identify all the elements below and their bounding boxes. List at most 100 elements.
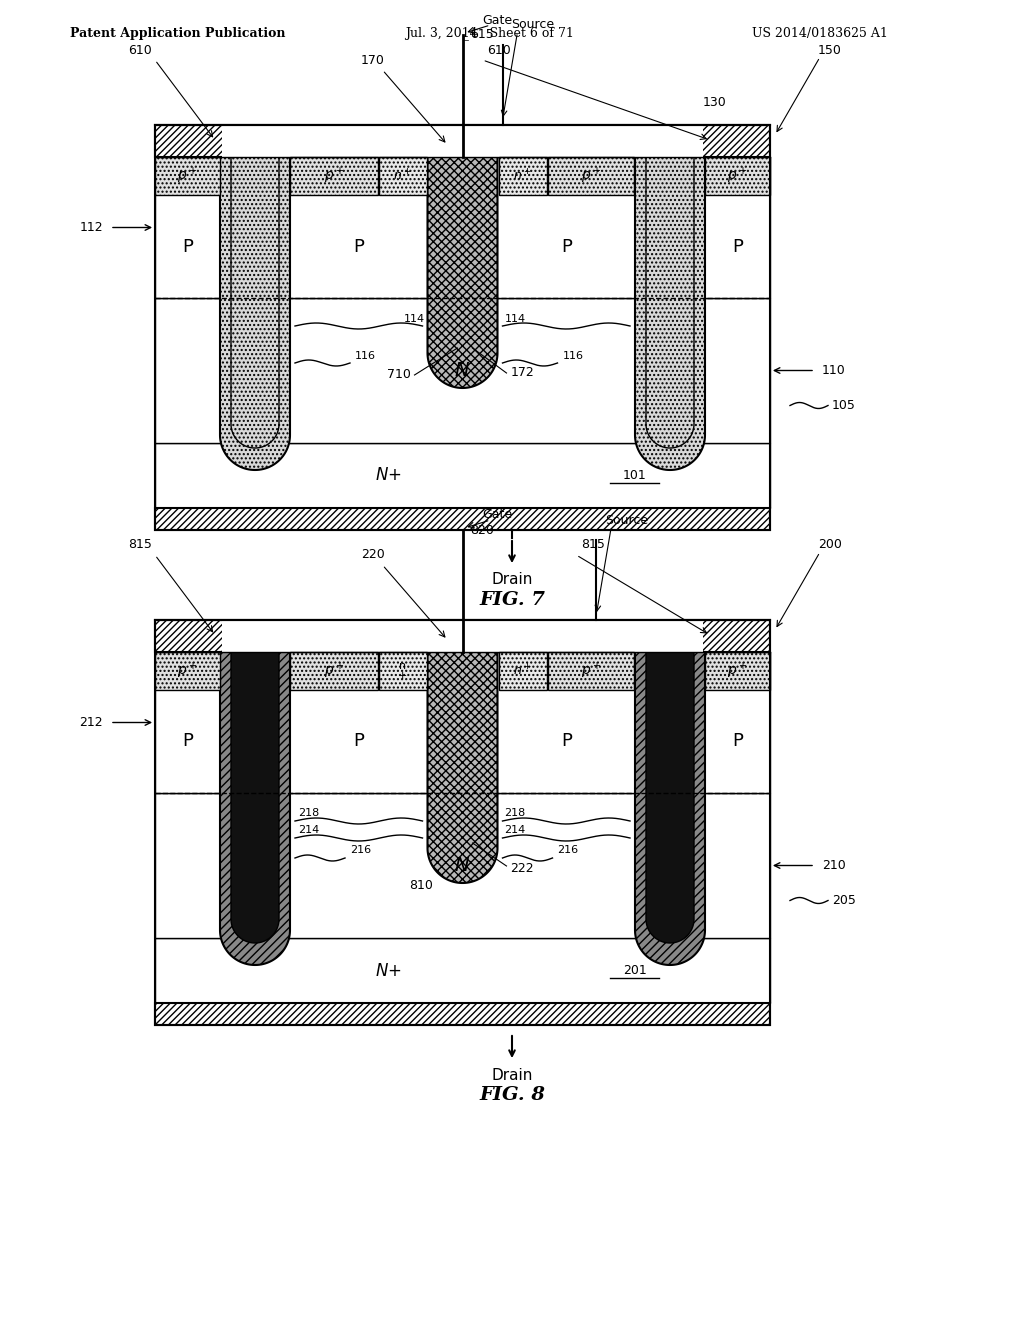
Polygon shape [220,157,290,470]
Text: Patent Application Publication: Patent Application Publication [71,26,286,40]
Text: 810: 810 [409,879,432,892]
Text: 610: 610 [128,44,152,57]
Text: $N$: $N$ [455,855,471,875]
Text: FIG. 7: FIG. 7 [479,591,545,609]
Bar [548,157,634,195]
Bar [499,157,547,195]
Text: Gate: Gate [482,508,513,521]
Polygon shape [231,157,279,447]
Bar [379,652,427,690]
Bar [705,652,770,690]
Bar [155,298,770,444]
Text: 110: 110 [822,364,846,378]
Text: 214: 214 [298,825,319,836]
Bar [155,125,770,157]
Text: 210: 210 [822,859,846,873]
Text: 218: 218 [505,808,525,818]
Bar [290,652,378,690]
Text: 214: 214 [505,825,525,836]
Bar [155,444,770,508]
Text: 222: 222 [511,862,535,874]
Text: 114: 114 [505,314,525,323]
Bar [155,620,770,1026]
Text: P: P [732,733,743,751]
Bar [155,652,220,690]
Text: P: P [182,733,193,751]
Text: FIG. 8: FIG. 8 [479,1086,545,1104]
Bar [155,620,770,652]
Text: 212: 212 [80,715,103,729]
Text: $p^+$: $p^+$ [727,166,748,186]
Text: $N$: $N$ [455,360,471,380]
Text: 201: 201 [623,964,646,977]
Text: 615: 615 [470,29,495,41]
Polygon shape [646,157,694,447]
Bar [222,620,703,652]
Bar [222,125,703,157]
Polygon shape [427,157,498,388]
Text: 815: 815 [128,539,152,552]
Bar [155,652,770,793]
Text: Source: Source [511,18,554,32]
Text: $p^+$: $p^+$ [177,661,198,681]
Text: Source: Source [605,513,648,527]
Text: n
+: n + [397,661,408,681]
Text: P: P [732,238,743,256]
Text: 101: 101 [623,469,646,482]
Text: 172: 172 [511,367,535,380]
Bar [705,157,770,195]
Text: P: P [353,238,365,256]
Text: $n^+$: $n^+$ [513,169,531,183]
Text: 815: 815 [582,539,605,552]
Bar [155,1003,770,1026]
Text: 216: 216 [557,845,579,855]
Polygon shape [427,652,498,883]
Polygon shape [635,652,705,965]
Text: $N$+: $N$+ [376,466,402,484]
Text: 216: 216 [350,845,371,855]
Text: 218: 218 [298,808,319,818]
Text: $p^+$: $p^+$ [177,166,198,186]
Text: 116: 116 [562,351,584,360]
Text: $N$+: $N$+ [376,961,402,979]
Bar [155,508,770,531]
Polygon shape [231,652,279,942]
Polygon shape [220,652,290,965]
Text: Drain: Drain [492,573,532,587]
Text: Drain: Drain [492,1068,532,1082]
Bar [155,157,770,298]
Text: 820: 820 [470,524,495,536]
Text: P: P [561,238,571,256]
Bar [379,157,427,195]
Polygon shape [646,652,694,942]
Text: 114: 114 [403,314,425,323]
Bar [290,157,378,195]
Bar [155,125,770,531]
Text: $n^+$: $n^+$ [513,664,531,678]
Polygon shape [635,157,705,470]
Bar [155,157,220,195]
Text: Jul. 3, 2014   Sheet 6 of 71: Jul. 3, 2014 Sheet 6 of 71 [406,26,574,40]
Text: 130: 130 [703,96,727,110]
Text: 610: 610 [487,44,511,57]
Text: 105: 105 [831,399,856,412]
Text: 200: 200 [818,539,842,552]
Text: $p^+$: $p^+$ [324,166,344,186]
Text: 220: 220 [360,549,384,561]
Text: P: P [353,733,365,751]
Bar [548,652,634,690]
Text: 112: 112 [80,220,103,234]
Bar [155,793,770,939]
Text: 150: 150 [818,44,842,57]
Text: 205: 205 [831,894,856,907]
Text: 710: 710 [387,368,411,381]
Text: 170: 170 [360,54,384,66]
Text: $p^+$: $p^+$ [324,661,344,681]
Bar [499,652,547,690]
Text: $n^+$: $n^+$ [393,169,412,183]
Bar [155,939,770,1003]
Text: US 2014/0183625 A1: US 2014/0183625 A1 [752,26,888,40]
Text: P: P [182,238,193,256]
Text: $p^+$: $p^+$ [727,661,748,681]
Text: 116: 116 [355,351,376,360]
